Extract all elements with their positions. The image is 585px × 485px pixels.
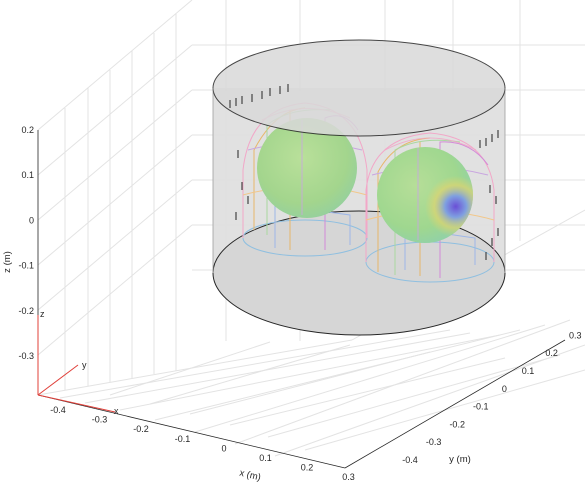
z-tick-label: -0.3 bbox=[18, 351, 34, 361]
y-tick-label: -0.4 bbox=[402, 455, 418, 465]
cylinder-top-disk bbox=[212, 39, 506, 137]
sphere-right bbox=[377, 147, 473, 243]
y-tick-label: 0.2 bbox=[545, 348, 558, 358]
y-axis-label: y (m) bbox=[449, 454, 471, 465]
z-tick-label: 0.2 bbox=[21, 125, 34, 135]
x-tick-label: -0.3 bbox=[92, 415, 108, 425]
y-tick-label: 0.1 bbox=[522, 366, 535, 376]
z-tick-labels: 0.2 0.1 0 -0.1 -0.2 -0.3 bbox=[18, 125, 34, 361]
y-tick-label: 0 bbox=[502, 384, 507, 394]
triad-label-z: z bbox=[40, 309, 45, 319]
x-tick-label: -0.1 bbox=[175, 434, 191, 444]
x-axis-label: x (m) bbox=[238, 468, 262, 484]
sphere-left bbox=[257, 118, 357, 218]
z-axis-label: z (m) bbox=[2, 251, 13, 273]
x-tick-label: -0.2 bbox=[133, 424, 149, 434]
coordinate-triad bbox=[37, 315, 116, 413]
z-tick-label: -0.2 bbox=[18, 306, 34, 316]
y-tick-label: -0.2 bbox=[449, 419, 465, 429]
x-tick-label: 0.1 bbox=[259, 453, 272, 463]
x-tick-label: -0.4 bbox=[50, 405, 66, 415]
z-tick-label: 0.1 bbox=[21, 170, 34, 180]
y-tick-labels: -0.4 -0.3 -0.2 -0.1 0 0.1 0.2 0.3 bbox=[402, 330, 581, 465]
y-tick-label: -0.3 bbox=[426, 437, 442, 447]
z-tick-label: -0.1 bbox=[18, 261, 34, 271]
x-tick-label: 0.3 bbox=[342, 472, 355, 482]
sensor-marks bbox=[229, 84, 499, 260]
triad-label-y: y bbox=[82, 360, 87, 370]
z-tick-label: 0 bbox=[29, 215, 34, 225]
x-tick-label: 0.2 bbox=[301, 463, 314, 473]
triad-label-x: x bbox=[114, 406, 119, 416]
y-tick-label: 0.3 bbox=[569, 330, 582, 340]
y-tick-label: -0.1 bbox=[473, 402, 489, 412]
x-tick-labels: -0.4 -0.3 -0.2 -0.1 0 0.1 0.2 0.3 bbox=[50, 405, 355, 482]
x-tick-label: 0 bbox=[221, 443, 226, 453]
